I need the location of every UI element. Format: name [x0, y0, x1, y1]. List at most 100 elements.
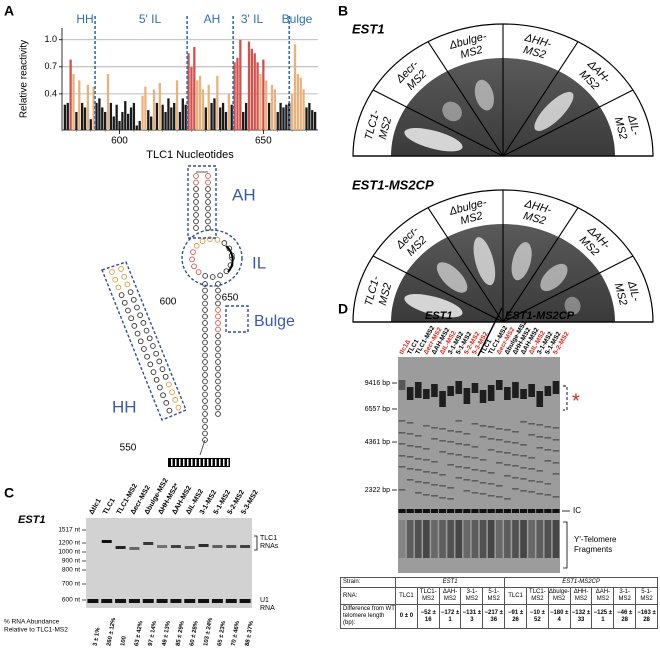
smear-band — [414, 458, 422, 460]
smear-band — [455, 420, 463, 422]
fragment-smear — [520, 520, 527, 558]
smear-band — [406, 422, 414, 424]
nucleotide — [144, 353, 150, 360]
smear-band — [528, 491, 535, 493]
row-header: Difference from WT telomere length (bp): — [340, 604, 396, 629]
smear-band — [528, 457, 535, 459]
smear-band — [544, 483, 552, 485]
smear-band — [406, 456, 414, 458]
rna-band — [129, 547, 140, 550]
sector-label: ΔIL- — [625, 279, 642, 303]
anchor-stripe — [199, 459, 201, 466]
smear-band — [552, 473, 560, 475]
hh-box — [101, 261, 187, 421]
nucleotide — [202, 346, 208, 352]
bar — [224, 111, 228, 130]
gel — [398, 357, 560, 573]
bar — [204, 107, 207, 130]
nucleotide — [221, 240, 228, 246]
lane-label: Δtlc1 — [88, 498, 103, 516]
nucleotide — [215, 372, 221, 378]
nucleotide — [215, 320, 221, 326]
smear-band — [423, 482, 430, 484]
smear-band — [439, 485, 446, 487]
bar — [282, 107, 285, 130]
telomere-band — [479, 390, 487, 403]
telomere-band — [528, 384, 535, 397]
sector-divider — [502, 255, 634, 323]
smear-band — [528, 434, 535, 436]
smear-band — [479, 482, 487, 484]
rna-band — [115, 546, 126, 549]
bar — [193, 46, 196, 131]
bar — [129, 107, 133, 130]
table-cell: −172 ± 1 — [438, 604, 462, 629]
nucleotide — [169, 389, 175, 396]
telomere-band — [423, 389, 430, 399]
bar — [302, 89, 305, 130]
abundance-value: 97 ± 14% — [148, 620, 158, 647]
fragment-smear — [471, 520, 479, 558]
nucleotide — [215, 378, 221, 385]
smear-band — [447, 430, 454, 432]
smear-band — [495, 485, 503, 487]
nucleotide — [205, 192, 211, 199]
bar — [173, 102, 176, 130]
nucleotide — [205, 186, 211, 192]
nucleotide — [115, 284, 122, 291]
nucleotide — [189, 256, 195, 263]
smear-band — [439, 440, 446, 442]
smear-band — [512, 454, 519, 456]
x-tick-label: 600 — [111, 136, 128, 147]
telomere-band — [544, 386, 552, 396]
table-cell: −52 ± 16 — [416, 604, 440, 629]
anchor-stripe — [215, 459, 217, 466]
nucleotide — [215, 352, 221, 359]
fragment-smear — [414, 520, 422, 558]
rna-band — [240, 545, 251, 548]
fragment-smear — [544, 520, 552, 558]
smear-band — [431, 495, 438, 497]
region-label: 3' IL — [241, 12, 264, 26]
nucleotide — [202, 398, 208, 404]
smear-band — [479, 470, 487, 472]
nucleotide — [215, 411, 221, 417]
table-cell: TLC1 — [395, 587, 418, 605]
nucleotide — [215, 385, 221, 391]
nucleotide-number: 600 — [160, 297, 177, 308]
table-row: RNA: TLC1 TLC1-MS2 ΔAH-MS2 3-1-MS2 5-1-MS2 TLC… — [340, 587, 658, 605]
nucleotide — [215, 307, 221, 313]
sector-divider — [372, 89, 504, 157]
bar — [196, 80, 199, 130]
abundance-value: 260 ± 12% — [106, 617, 117, 647]
anchor-stripe — [183, 459, 185, 466]
smear-band — [414, 469, 422, 471]
smear-band — [471, 469, 479, 471]
nucleotide — [215, 300, 221, 307]
u1-band — [142, 599, 154, 603]
nucleotide — [166, 407, 173, 414]
fragment-smear — [398, 520, 406, 558]
nucleotide — [202, 411, 208, 417]
smear-band — [504, 452, 511, 454]
fragment-smear — [463, 520, 471, 558]
nucleotide — [202, 313, 208, 320]
bar — [89, 119, 92, 130]
bar — [150, 116, 153, 130]
nucleotide — [193, 242, 200, 249]
smear-band — [544, 426, 552, 428]
rna-band — [184, 546, 195, 549]
smear-band — [423, 459, 430, 461]
nucleotide — [199, 238, 206, 245]
u1-band — [156, 599, 168, 603]
telomere-band — [512, 382, 519, 398]
smear-band — [552, 439, 560, 441]
nucleotide — [215, 346, 221, 352]
sector-divider — [427, 207, 504, 323]
fragment-smear — [423, 520, 430, 558]
rna-band — [157, 545, 168, 548]
y-tick-label: 0.7 — [44, 61, 57, 71]
smear-band — [455, 443, 463, 445]
smear-band — [544, 460, 552, 462]
table-cell: −132 ± 33 — [569, 604, 593, 629]
